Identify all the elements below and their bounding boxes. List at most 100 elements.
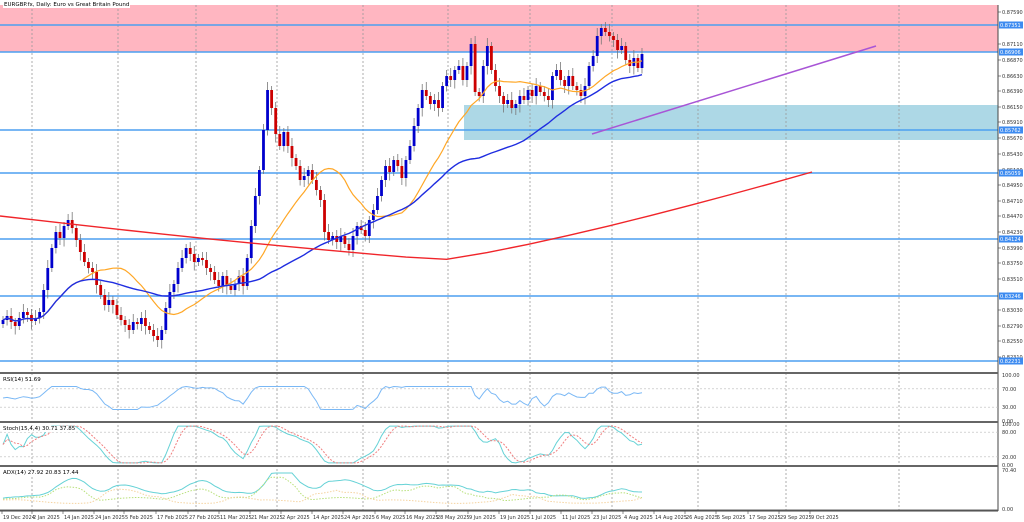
- bear-candle: [156, 336, 160, 340]
- bear-candle: [87, 262, 90, 268]
- bull-candle: [392, 160, 396, 172]
- bull-candle: [453, 70, 457, 80]
- bear-candle: [530, 90, 534, 96]
- bull-candle: [139, 318, 143, 324]
- bull-candle: [367, 220, 371, 236]
- price-highlight-label: 0.82231: [1000, 359, 1021, 365]
- bull-candle: [355, 226, 359, 236]
- bull-candle: [233, 284, 237, 290]
- bull-candle: [404, 160, 408, 178]
- bull-candle: [196, 258, 200, 262]
- time-label: 26 Aug 2025: [686, 515, 718, 521]
- bear-candle: [490, 46, 493, 70]
- adx-axis-label: 0.00: [1002, 507, 1013, 513]
- time-label: 17 Feb 2025: [157, 515, 188, 521]
- price-highlight-label: 0.84124: [1000, 237, 1021, 243]
- bear-candle: [152, 330, 155, 336]
- chart-title: EURGBP.fx, Daily: Euro vs Great Britain …: [3, 2, 131, 8]
- bear-candle: [74, 228, 78, 240]
- bear-candle: [510, 100, 514, 108]
- bull-candle: [54, 232, 58, 248]
- stoch-signal-line: [2, 425, 643, 464]
- bear-candle: [229, 286, 233, 290]
- bear-candle: [278, 134, 282, 146]
- bull-candle: [599, 28, 603, 36]
- bear-candle: [286, 132, 290, 146]
- time-label: 14 Apr 2025: [313, 515, 344, 521]
- bear-candle: [83, 252, 86, 262]
- time-label: 29 Sep 2025: [780, 515, 812, 521]
- bull-candle: [457, 66, 461, 70]
- adx-line: [2, 472, 643, 499]
- time-label: 28 May 2025: [437, 515, 470, 521]
- bear-candle: [359, 226, 363, 230]
- bear-candle: [502, 96, 506, 104]
- bear-candle: [13, 322, 17, 326]
- price-label: 0.86150: [1002, 105, 1023, 111]
- bull-candle: [465, 66, 469, 80]
- bull-candle: [518, 96, 522, 104]
- bear-candle: [424, 90, 428, 96]
- bear-candle: [461, 66, 465, 80]
- bear-candle: [559, 70, 562, 80]
- bear-candle: [135, 322, 139, 324]
- stoch-axis-label: 100.00: [1002, 422, 1020, 428]
- bull-candle: [282, 132, 286, 146]
- bear-candle: [213, 272, 217, 280]
- bull-candle: [1, 320, 5, 324]
- rsi-line: [2, 385, 643, 410]
- price-highlight-box: [999, 169, 1023, 177]
- bear-candle: [636, 58, 640, 68]
- bear-candle: [119, 315, 123, 320]
- bear-candle: [209, 268, 212, 272]
- bear-candle: [127, 325, 131, 330]
- price-highlight-label: 0.87351: [1000, 23, 1021, 29]
- bear-candle: [99, 285, 103, 295]
- bull-candle: [587, 66, 591, 86]
- bear-candle: [437, 100, 440, 108]
- bear-candle: [274, 108, 278, 134]
- bull-candle: [420, 90, 424, 108]
- price-label: 0.83990: [1002, 246, 1023, 252]
- bear-candle: [396, 160, 400, 166]
- time-label: 19 Jun 2025: [500, 515, 530, 521]
- price-label: 0.85670: [1002, 136, 1023, 142]
- bear-candle: [78, 240, 82, 252]
- price-highlight-box: [999, 48, 1023, 56]
- bull-candle: [66, 220, 70, 226]
- bull-candle: [253, 196, 257, 226]
- bear-candle: [522, 96, 526, 100]
- bull-candle: [551, 76, 554, 100]
- bear-candle: [192, 254, 196, 262]
- bull-candle: [168, 292, 172, 308]
- bull-candle: [445, 76, 449, 86]
- bear-candle: [563, 80, 567, 86]
- bull-candle: [526, 90, 530, 100]
- bull-candle: [506, 100, 510, 104]
- bear-candle: [270, 90, 274, 108]
- price-label: 0.86630: [1002, 74, 1023, 80]
- time-label: 14 Aug 2025: [655, 515, 687, 521]
- bull-candle: [620, 46, 624, 50]
- bull-candle: [534, 86, 538, 96]
- stoch-label: Stoch(15,4,4) 30.71 37.85: [3, 426, 76, 432]
- price-label: 0.85910: [1002, 120, 1023, 126]
- bull-candle: [62, 226, 66, 238]
- bear-candle: [30, 315, 33, 321]
- time-label: 6 May 2025: [376, 515, 405, 521]
- time-label: 9 Oct 2025: [811, 515, 839, 521]
- bear-candle: [103, 295, 107, 305]
- bear-candle: [363, 230, 367, 236]
- time-label: 19 Dec 2024: [3, 515, 35, 521]
- bear-candle: [144, 318, 147, 326]
- time-label: 5 Feb 2025: [125, 515, 153, 521]
- price-highlight-label: 0.85059: [1000, 171, 1021, 177]
- bear-candle: [314, 180, 318, 190]
- bear-candle: [148, 326, 151, 330]
- bear-candle: [335, 236, 339, 242]
- bear-candle: [575, 86, 579, 90]
- bull-candle: [408, 146, 412, 160]
- bull-candle: [160, 330, 164, 340]
- bull-candle: [262, 130, 265, 170]
